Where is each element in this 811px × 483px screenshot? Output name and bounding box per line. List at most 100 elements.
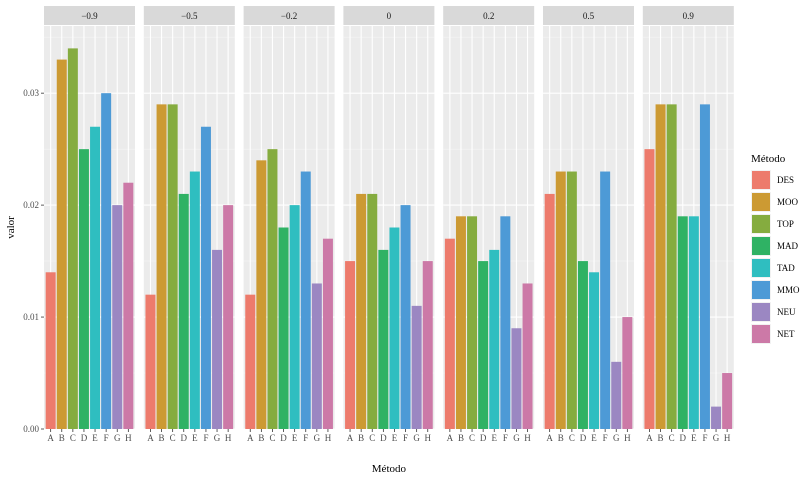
legend-swatch-tad [752,259,770,277]
bar-mmo-f [400,205,411,429]
bar-neu-g [212,249,223,429]
y-axis-title: valor [5,216,17,239]
x-tick-label: B [59,433,65,443]
facet-strip-label: 0.2 [483,11,494,21]
facet-strip [243,6,335,25]
bar-net-h [223,205,234,429]
x-tick-label: B [558,433,564,443]
x-tick-label: H [424,433,431,443]
legend-label: NET [777,329,795,339]
x-tick-label: F [104,433,109,443]
bar-neu-g [311,283,322,429]
legend-swatch-net [752,325,770,343]
legend-item-mad: MAD [751,236,799,256]
bar-top-c [467,216,478,429]
bar-mmo-f [699,104,710,429]
facet-panel-0: 0 A B C D E F G H [343,6,435,443]
x-tick-label: E [192,433,198,443]
facet-strip [543,6,634,25]
y-tick-label: 0.01 [23,312,39,322]
bar-neu-g [112,205,123,429]
legend-label: TOP [777,219,794,229]
bar-net-h [722,373,733,429]
x-tick-label: G [413,433,420,443]
x-tick-label: A [247,433,254,443]
x-tick-label: A [646,433,653,443]
bar-des-a [45,272,56,429]
legend-label: MMO [777,285,800,295]
bar-top-c [267,149,278,429]
x-tick-label: E [292,433,298,443]
x-tick-label: E [691,433,697,443]
bar-net-h [522,283,533,429]
bar-top-c [367,193,378,429]
x-tick-label: H [724,433,731,443]
bar-moo-b [655,104,666,429]
legend-label: NEU [777,307,796,317]
x-tick-label: E [92,433,98,443]
bar-tad-e [289,205,300,429]
x-tick-label: F [403,433,408,443]
x-tick-label: D [181,433,188,443]
legend-swatch-des [752,171,770,189]
x-tick-label: F [702,433,707,443]
facet-strip [44,6,135,25]
x-tick-label: C [469,433,475,443]
bar-moo-b [555,171,566,429]
facet-strip [343,6,435,25]
bar-net-h [322,238,333,429]
bar-top-c [167,104,178,429]
facet-panel--0.5: −0.5 A B C D E F G H [143,6,235,443]
x-tick-label: A [347,433,354,443]
x-tick-label: H [325,433,332,443]
x-tick-label: F [303,433,308,443]
x-tick-label: A [147,433,154,443]
x-tick-label: D [81,433,88,443]
bar-moo-b [156,104,167,429]
bar-mmo-f [500,216,511,429]
bar-tad-e [489,249,500,429]
legend-label: DES [777,175,794,185]
bar-tad-e [688,216,699,429]
x-tick-label: C [170,433,176,443]
legend-swatch-neu [752,303,770,321]
legend-item-des: DES [751,170,794,190]
facet-panel--0.2: −0.2 A B C D E F G H [243,6,335,443]
facet-panel-0.2: 0.2 A B C D E F G H [443,6,535,443]
bar-des-a [644,149,655,429]
bar-moo-b [455,216,466,429]
x-tick-label: B [458,433,464,443]
bar-mad-d [677,216,688,429]
bar-moo-b [56,59,67,429]
x-tick-label: B [658,433,664,443]
y-tick-label: 0.03 [23,88,39,98]
facet-panel-0.9: 0.9 A B C D E F G H [642,6,734,443]
x-tick-label: G [214,433,221,443]
bar-des-a [444,238,455,429]
x-tick-label: D [280,433,287,443]
bar-mmo-f [200,126,211,429]
x-tick-label: F [203,433,208,443]
facet-panel--0.9: −0.9 A B C D E F G H [44,6,135,443]
x-tick-label: D [580,433,587,443]
bar-mad-d [378,249,389,429]
legend-swatch-moo [752,193,770,211]
x-tick-label: H [624,433,631,443]
legend-label: TAD [777,263,795,273]
bar-mad-d [577,261,588,429]
x-tick-label: G [314,433,321,443]
bar-mad-d [478,261,489,429]
x-tick-label: E [392,433,398,443]
x-tick-label: A [447,433,454,443]
legend-label: MOO [777,197,799,207]
facet-strip-label: −0.9 [81,11,98,21]
facet-strip-label: 0.9 [683,11,695,21]
bar-des-a [345,261,356,429]
bar-moo-b [356,193,367,429]
x-tick-label: C [70,433,76,443]
bar-moo-b [256,160,267,430]
x-tick-label: B [159,433,165,443]
legend-swatch-top [752,215,770,233]
